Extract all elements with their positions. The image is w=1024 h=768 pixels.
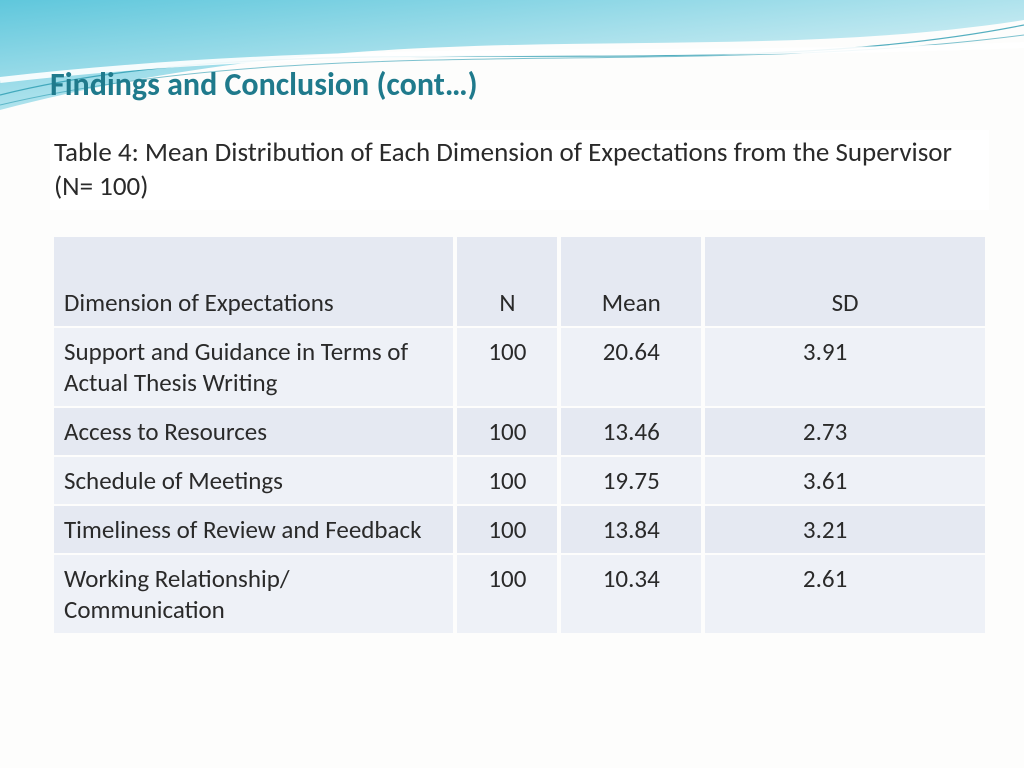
cell-mean: 13.84 xyxy=(561,506,701,553)
table-caption: Table 4: Mean Distribution of Each Dimen… xyxy=(50,130,989,210)
cell-dimension: Working Relationship/ Communication xyxy=(54,555,453,633)
col-header-n: N xyxy=(457,237,557,326)
cell-sd: 3.61 xyxy=(705,457,985,504)
cell-n: 100 xyxy=(457,408,557,455)
table-row: Schedule of Meetings 100 19.75 3.61 xyxy=(54,457,985,504)
cell-dimension: Access to Resources xyxy=(54,408,453,455)
expectations-table: Dimension of Expectations N Mean SD Supp… xyxy=(50,235,989,635)
cell-mean: 20.64 xyxy=(561,328,701,406)
col-header-sd: SD xyxy=(705,237,985,326)
table-header-row: Dimension of Expectations N Mean SD xyxy=(54,237,985,326)
cell-dimension: Schedule of Meetings xyxy=(54,457,453,504)
cell-sd: 2.61 xyxy=(705,555,985,633)
table-row: Support and Guidance in Terms of Actual … xyxy=(54,328,985,406)
col-header-dimension: Dimension of Expectations xyxy=(54,237,453,326)
cell-mean: 13.46 xyxy=(561,408,701,455)
col-header-mean: Mean xyxy=(561,237,701,326)
cell-n: 100 xyxy=(457,555,557,633)
cell-sd: 3.21 xyxy=(705,506,985,553)
slide-title: Findings and Conclusion (cont…) xyxy=(50,65,478,104)
content-area: Table 4: Mean Distribution of Each Dimen… xyxy=(50,130,989,635)
cell-n: 100 xyxy=(457,506,557,553)
cell-dimension: Support and Guidance in Terms of Actual … xyxy=(54,328,453,406)
cell-mean: 10.34 xyxy=(561,555,701,633)
cell-n: 100 xyxy=(457,328,557,406)
cell-dimension: Timeliness of Review and Feedback xyxy=(54,506,453,553)
cell-sd: 2.73 xyxy=(705,408,985,455)
table-row: Working Relationship/ Communication 100 … xyxy=(54,555,985,633)
cell-mean: 19.75 xyxy=(561,457,701,504)
table-row: Access to Resources 100 13.46 2.73 xyxy=(54,408,985,455)
table-row: Timeliness of Review and Feedback 100 13… xyxy=(54,506,985,553)
cell-n: 100 xyxy=(457,457,557,504)
cell-sd: 3.91 xyxy=(705,328,985,406)
